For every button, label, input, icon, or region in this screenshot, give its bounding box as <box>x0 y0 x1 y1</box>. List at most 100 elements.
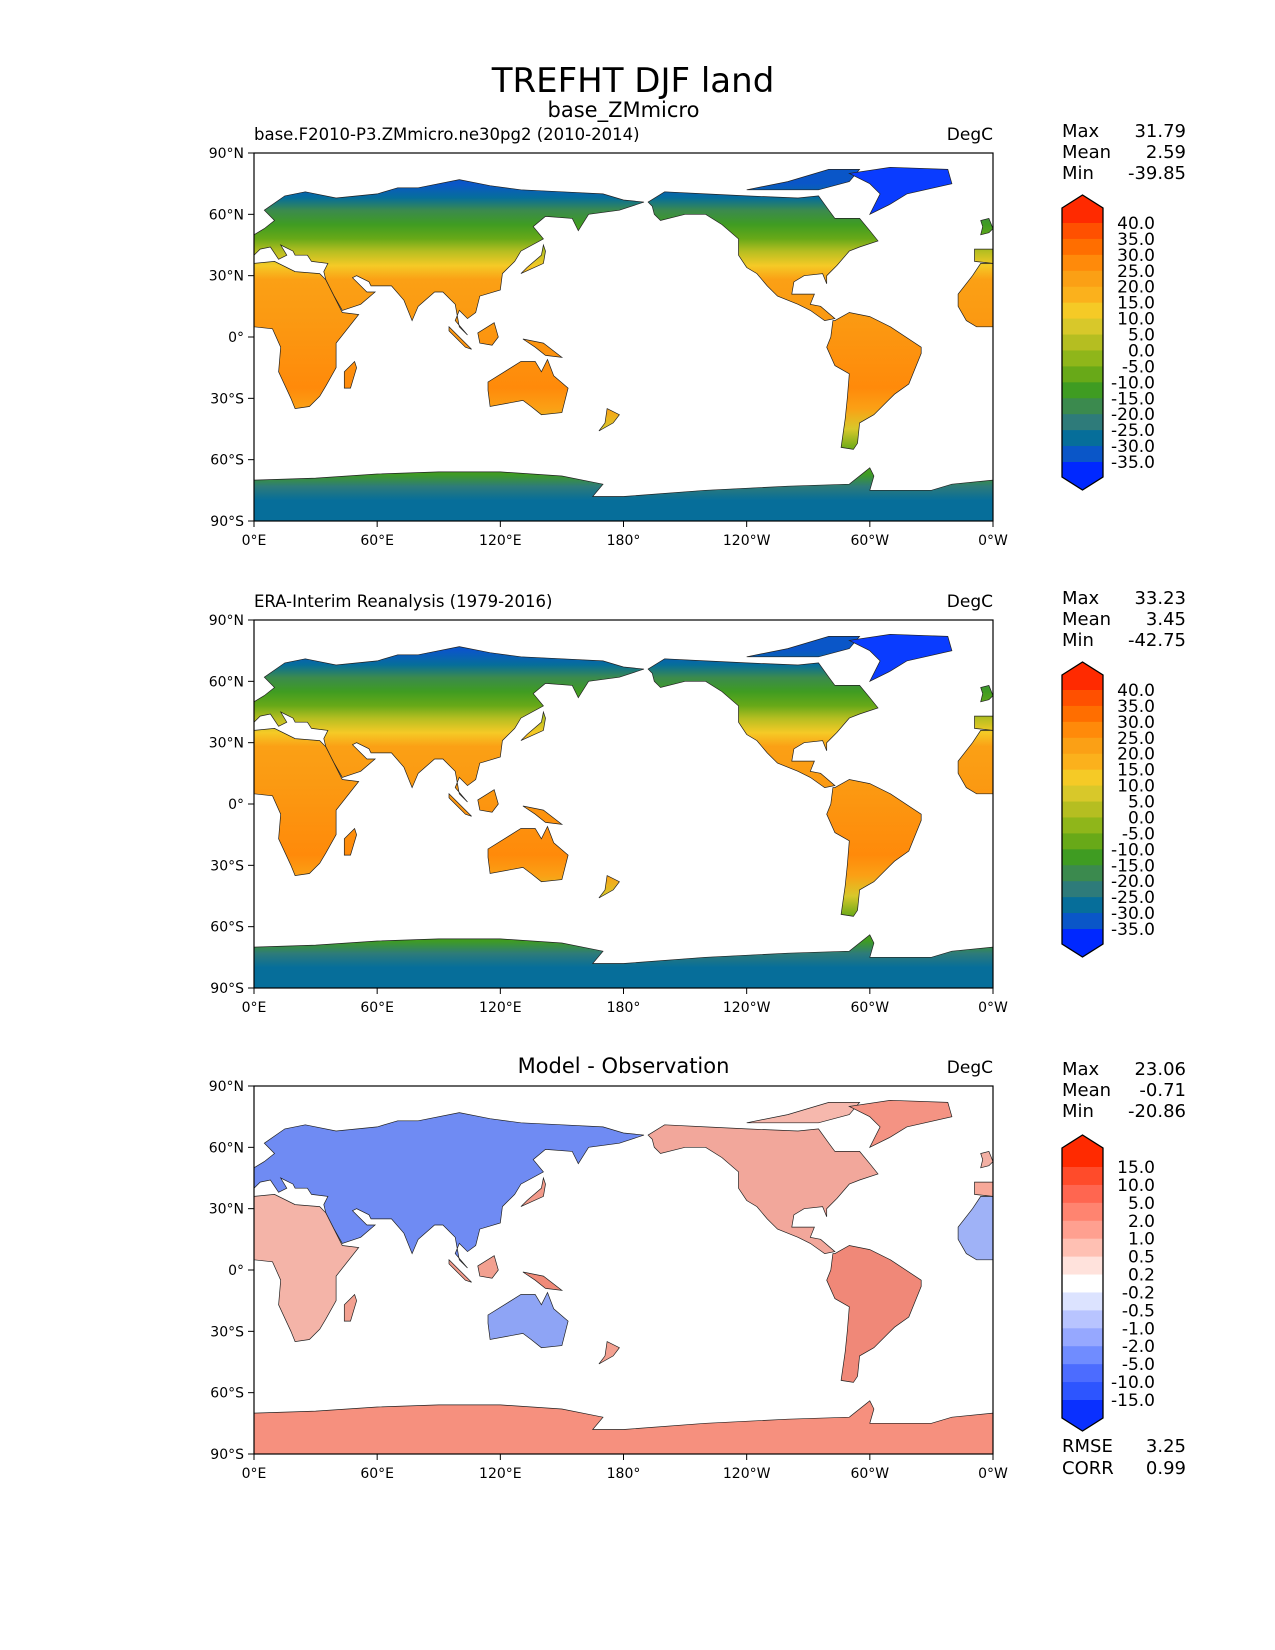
colorbar-bin <box>1062 737 1103 755</box>
colorbar-bin <box>1062 302 1103 320</box>
lon-tick-label: 120°W <box>723 533 771 549</box>
colorbar-tick-label: -1.0 <box>1122 1319 1155 1339</box>
colorbar-tick-label: -10.0 <box>1111 1373 1155 1393</box>
colorbar-bin <box>1062 865 1103 882</box>
lon-tick-label: 60°E <box>360 1466 394 1482</box>
colorbar-bin <box>1062 690 1103 707</box>
lat-tick-label: 90°S <box>210 1447 244 1463</box>
colorbar-outline <box>1061 1134 1104 1432</box>
stat-label: Max <box>1062 588 1100 609</box>
colorbar-bin <box>1062 1167 1103 1186</box>
stat-label: Max <box>1062 1059 1100 1080</box>
colorbar-bin <box>1062 1382 1103 1401</box>
colorbar-tick-label: 5.0 <box>1128 326 1155 346</box>
map-panel-2: 90°N 60°N 30°N 0° 30°S 60°S 90°S 0°E 60°E 120°E 18… <box>209 588 1186 1016</box>
colorbar-tick-label: 0.0 <box>1128 808 1155 828</box>
stat-label: RMSE <box>1062 1436 1113 1457</box>
stat-value: -20.86 <box>1128 1101 1186 1122</box>
lon-tick-label: 180° <box>607 533 641 549</box>
stat-value: -0.71 <box>1139 1080 1186 1101</box>
lon-tick-label: 120°E <box>479 1000 522 1016</box>
landmass-arctic <box>746 169 861 191</box>
lon-tick-label: 120°E <box>479 1466 522 1482</box>
colorbar-bin <box>1062 753 1103 771</box>
colorbar-bin <box>1062 817 1103 834</box>
colorbar-extend-max <box>1062 662 1103 690</box>
lat-tick-label: 60°N <box>209 1140 244 1156</box>
lon-tick-label: 180° <box>607 1466 641 1482</box>
landmass-guinea <box>522 338 564 358</box>
landmass-borneo <box>477 789 499 813</box>
colorbar-tick-label: -20.0 <box>1111 405 1155 425</box>
lat-tick-label: 0° <box>228 797 244 813</box>
colorbar-extend-min <box>1062 1400 1103 1431</box>
landmass-japan <box>520 243 546 274</box>
colorbar-bin <box>1062 430 1103 447</box>
colorbar-bin <box>1062 801 1103 818</box>
panel-units: DegC <box>947 592 993 612</box>
colorbar-bin <box>1062 1364 1103 1383</box>
colorbar-tick-label: 25.0 <box>1117 262 1155 282</box>
colorbar-bin <box>1062 223 1103 240</box>
landmass-japan <box>520 1176 546 1207</box>
colorbar-bin <box>1062 446 1103 463</box>
landmass-samerica <box>826 1245 922 1383</box>
figure-title: TREFHT DJF land <box>491 61 775 101</box>
landmass-namerica <box>647 658 879 788</box>
colorbar-tick-label: 5.0 <box>1128 1194 1155 1214</box>
landmass-australia <box>487 358 569 416</box>
colorbar-tick-label: -30.0 <box>1111 437 1155 457</box>
colorbar-bin <box>1062 897 1103 914</box>
lon-tick-label: 120°W <box>723 1000 771 1016</box>
colorbar-bin <box>1062 1220 1103 1240</box>
stat-value: 3.25 <box>1146 1436 1186 1457</box>
colorbar: 15.010.05.02.01.00.50.2-0.2-0.5-1.0-2.0-… <box>1061 1134 1155 1432</box>
landmass-guinea <box>522 1271 564 1291</box>
lon-tick-label: 60°W <box>850 1466 889 1482</box>
colorbar-tick-label: 10.0 <box>1117 777 1155 797</box>
landmass-africa <box>254 728 360 876</box>
colorbar-tick-label: 0.2 <box>1128 1266 1155 1286</box>
stat-label: Max <box>1062 121 1100 142</box>
colorbar-tick-label: 10.0 <box>1117 310 1155 330</box>
landmass-samerica <box>826 779 922 917</box>
colorbar-tick-label: 40.0 <box>1117 214 1155 234</box>
colorbar-tick-label: -20.0 <box>1111 872 1155 892</box>
landmass-sumatra <box>448 792 472 817</box>
colorbar-tick-label: 30.0 <box>1117 713 1155 733</box>
colorbar-tick-label: 10.0 <box>1117 1176 1155 1196</box>
colorbar-tick-label: -10.0 <box>1111 373 1155 393</box>
landmass-arctic <box>746 1102 861 1124</box>
stat-value: 2.59 <box>1146 142 1186 163</box>
colorbar-tick-label: -5.0 <box>1122 824 1155 844</box>
landmass-iberia <box>974 248 993 264</box>
lat-tick-label: 60°S <box>210 453 244 469</box>
lat-tick-label: 90°S <box>210 514 244 530</box>
stat-label: Mean <box>1062 609 1111 630</box>
lon-tick-label: 60°W <box>850 1000 889 1016</box>
land-layer <box>254 166 993 521</box>
colorbar-tick-label: 15.0 <box>1117 761 1155 781</box>
panels: 90°N 60°N 30°N 0° 30°S 60°S 90°S 0°E 60°E 120°E 18… <box>209 98 1186 1482</box>
lon-tick-label: 120°E <box>479 533 522 549</box>
colorbar-bin <box>1062 1256 1103 1276</box>
lon-tick-label: 60°E <box>360 533 394 549</box>
landmass-nz <box>598 875 620 899</box>
lat-tick-label: 30°N <box>209 1202 244 1218</box>
colorbar-bin <box>1062 1184 1103 1204</box>
colorbar-bin <box>1062 350 1103 367</box>
colorbar-extend-max <box>1062 1135 1103 1167</box>
landmass-madagascar <box>343 360 357 389</box>
lat-tick-label: 90°N <box>209 613 244 629</box>
colorbar-tick-label: -2.0 <box>1122 1337 1155 1357</box>
lat-tick-label: 30°N <box>209 269 244 285</box>
colorbar: 40.035.030.025.020.015.010.05.00.0-5.0-1… <box>1061 661 1155 958</box>
colorbar-bin <box>1062 913 1103 930</box>
colorbar-bin <box>1062 366 1103 383</box>
colorbar-tick-label: 40.0 <box>1117 681 1155 701</box>
colorbar-tick-label: 25.0 <box>1117 729 1155 749</box>
landmass-guinea <box>522 805 564 825</box>
colorbar-tick-label: -15.0 <box>1111 1391 1155 1411</box>
colorbar-tick-label: 15.0 <box>1117 1158 1155 1178</box>
